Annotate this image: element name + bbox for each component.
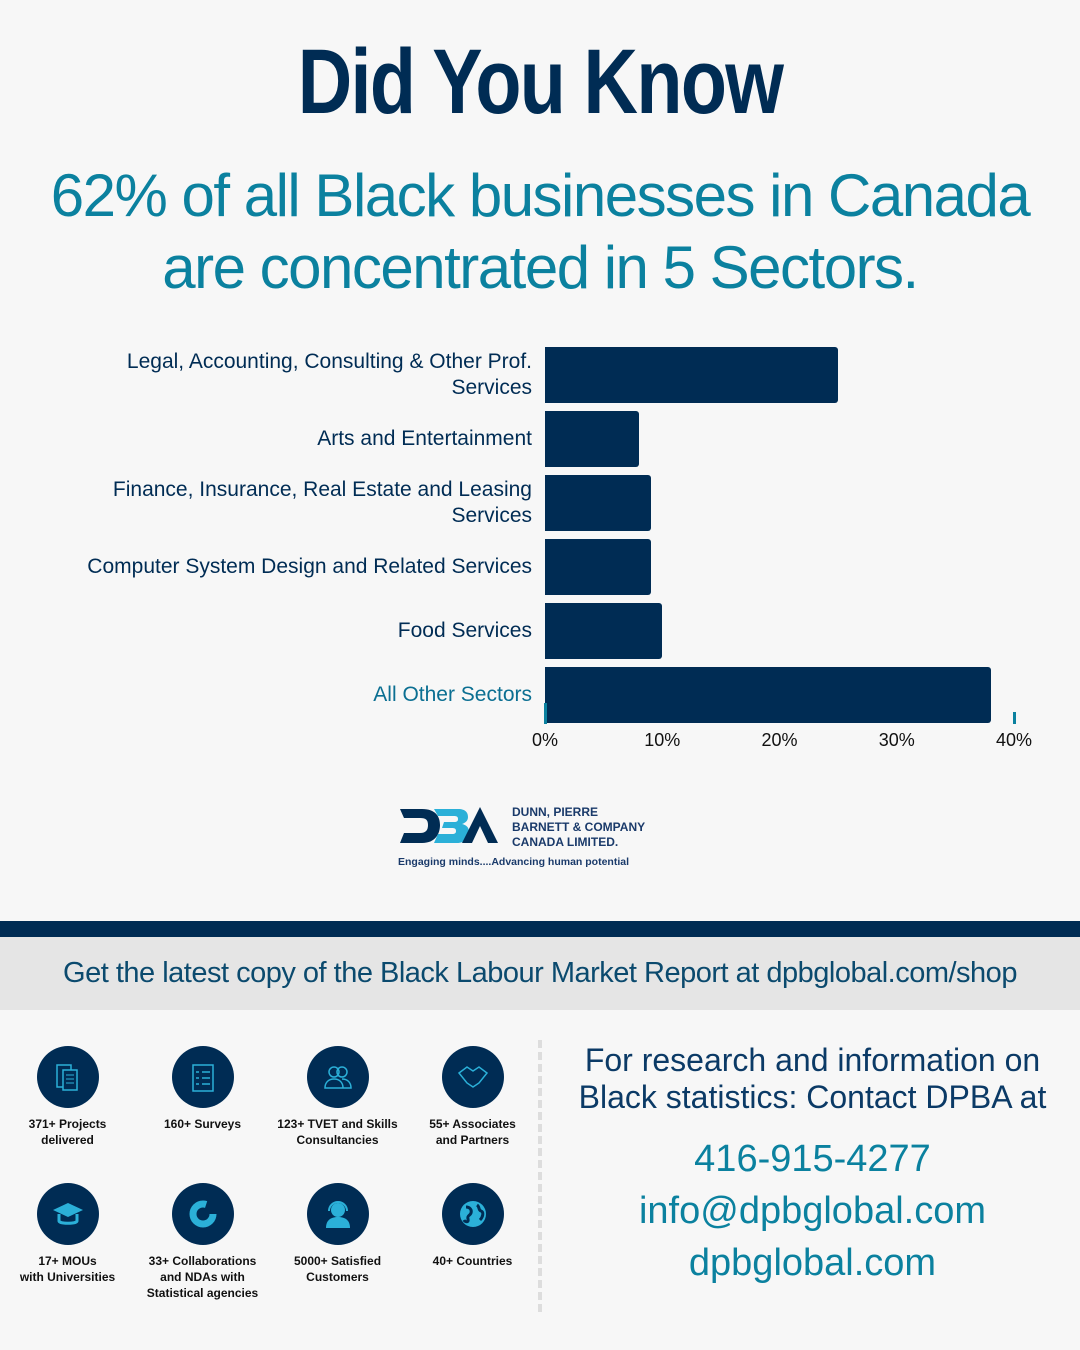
stat-label-line: 17+ MOUs: [38, 1254, 97, 1268]
category-label-line: Computer System Design and Related Servi…: [87, 555, 532, 578]
category-label-line: Finance, Insurance, Real Estate and Leas…: [112, 478, 532, 501]
stat-item: 17+ MOUs with Universities: [0, 1183, 135, 1285]
stat-item: 55+ Associates and Partners: [405, 1046, 540, 1148]
tick-label: 10%: [644, 730, 681, 750]
stat-label: 160+ Surveys: [135, 1116, 270, 1132]
category-label: Arts and Entertainment: [52, 426, 532, 452]
report-banner[interactable]: Get the latest copy of the Black Labour …: [0, 937, 1080, 1010]
bar-chart: Legal, Accounting, Consulting & Other Pr…: [0, 330, 1080, 760]
bar-1: [545, 411, 639, 467]
stat-label-line: 160+ Surveys: [163, 1117, 242, 1131]
axis-tick-mark: [1013, 712, 1016, 724]
stat-label-line: 371+ Projects: [28, 1117, 107, 1131]
page-title: Did You Know: [297, 31, 784, 133]
category-label-line: Arts and Entertainment: [317, 427, 532, 450]
subtitle-line: are concentrated in 5 Sectors.: [162, 234, 919, 301]
bar-0: [545, 347, 839, 403]
headset-icon: [306, 1183, 369, 1245]
category-label-line: Food Services: [397, 619, 532, 642]
people-icon: [306, 1046, 369, 1108]
stat-label: 55+ Associates and Partners: [405, 1116, 540, 1148]
bar-4: [545, 603, 663, 659]
stat-label: 5000+ Satisfied Customers: [270, 1253, 405, 1285]
stat-label-line: Customers: [306, 1270, 369, 1284]
tick-label: 0%: [531, 730, 559, 750]
category-label-line: Services: [451, 376, 532, 399]
category-label: All Other Sectors: [52, 682, 532, 708]
stat-label-line: Consultancies: [296, 1133, 379, 1147]
stat-item: 40+ Countries: [405, 1183, 540, 1269]
bar-5: [545, 667, 991, 723]
stat-label-line: delivered: [41, 1133, 94, 1147]
clipboard-icon: [171, 1046, 234, 1108]
category-label: Legal, Accounting, Consulting & Other Pr…: [52, 349, 532, 401]
dashed-divider: [538, 1040, 542, 1312]
globe-icon: [441, 1183, 504, 1245]
category-label-line: Services: [451, 504, 532, 527]
stat-label-line: 33+ Collaborations: [148, 1254, 257, 1268]
category-label: Food Services: [52, 618, 532, 644]
divider-band: [0, 921, 1080, 937]
company-logo: DUNN, PIERRE BARNETT & COMPANY CANADA LI…: [398, 805, 688, 875]
stat-item: 123+ TVET and Skills Consultancies: [270, 1046, 405, 1148]
stat-label-line: Statistical agencies: [146, 1286, 259, 1300]
logo-name-line: BARNETT & COMPANY: [512, 820, 646, 834]
donut-chart-icon: [171, 1183, 234, 1245]
dba-logo-mark-icon: [400, 807, 498, 843]
tick-label: 40%: [995, 730, 1033, 750]
documents-icon: [36, 1046, 99, 1108]
contact-heading-line: Black statistics: Contact DPBA at: [578, 1079, 1047, 1115]
category-label-line: All Other Sectors: [373, 683, 532, 706]
stat-label: 123+ TVET and Skills Consultancies: [270, 1116, 405, 1148]
logo-tagline: Engaging minds....Advancing human potent…: [398, 856, 630, 868]
logo-name-line: CANADA LIMITED.: [512, 835, 619, 849]
stat-label-line: with Universities: [19, 1270, 116, 1284]
stat-label: 33+ Collaborations and NDAs with Statistic…: [135, 1253, 270, 1301]
stat-item: 371+ Projects delivered: [0, 1046, 135, 1148]
subtitle: 62% of all Black businesses in Canada are…: [0, 160, 1080, 304]
category-label: Computer System Design and Related Servi…: [52, 554, 532, 580]
stat-label: 17+ MOUs with Universities: [0, 1253, 135, 1285]
subtitle-line: 62% of all Black businesses in Canada: [50, 162, 1031, 229]
category-label: Finance, Insurance, Real Estate and Leas…: [52, 477, 532, 529]
category-label-line: Legal, Accounting, Consulting & Other Pr…: [126, 350, 532, 373]
stat-label-line: 55+ Associates: [429, 1117, 516, 1131]
graduation-cap-icon: [36, 1183, 99, 1245]
stat-label-line: 5000+ Satisfied: [293, 1254, 382, 1268]
logo-name-line: DUNN, PIERRE: [512, 805, 599, 819]
axis-tick-mark: [544, 703, 547, 724]
contact-heading: For research and information on Black sta…: [560, 1042, 1065, 1116]
stat-label: 40+ Countries: [405, 1253, 540, 1269]
stat-label-line: 123+ TVET and Skills: [277, 1117, 398, 1131]
website-link[interactable]: dpbglobal.com: [688, 1242, 937, 1284]
stat-item: 160+ Surveys: [135, 1046, 270, 1132]
stat-item: 5000+ Satisfied Customers: [270, 1183, 405, 1285]
contact-heading-line: For research and information on: [584, 1042, 1041, 1078]
stat-label-line: and Partners: [435, 1133, 510, 1147]
tick-label: 20%: [761, 730, 798, 750]
bar-2: [545, 475, 651, 531]
handshake-icon: [441, 1046, 504, 1108]
stat-item: 33+ Collaborations and NDAs with Statistic…: [135, 1183, 270, 1301]
email-link[interactable]: info@dpbglobal.com: [638, 1190, 986, 1232]
stat-label-line: 40+ Countries: [432, 1254, 513, 1268]
stat-label-line: and NDAs with: [160, 1270, 245, 1284]
stat-label: 371+ Projects delivered: [0, 1116, 135, 1148]
tick-label: 30%: [878, 730, 915, 750]
bar-3: [545, 539, 651, 595]
phone-link[interactable]: 416-915-4277: [694, 1138, 931, 1180]
